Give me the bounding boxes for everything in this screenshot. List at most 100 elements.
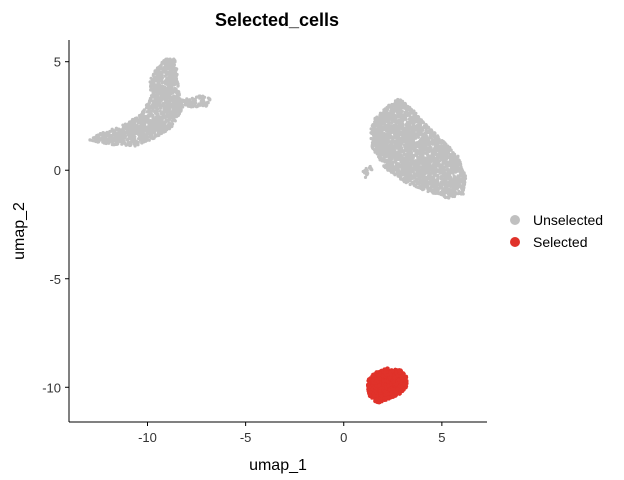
data-point (126, 133, 130, 137)
data-point (392, 102, 396, 107)
data-point (402, 387, 406, 391)
data-point (385, 124, 389, 128)
data-point (151, 115, 155, 119)
data-point (167, 85, 171, 89)
data-point (408, 119, 412, 123)
data-point (155, 71, 159, 75)
data-point (174, 67, 178, 71)
data-point (463, 175, 467, 179)
data-point (140, 131, 144, 135)
data-point (457, 176, 461, 180)
data-point (169, 73, 173, 77)
data-point (396, 144, 400, 148)
data-point (391, 113, 395, 117)
data-point (382, 153, 386, 157)
data-point (113, 130, 117, 134)
data-point (404, 160, 408, 164)
data-point (441, 139, 445, 144)
data-point (403, 113, 407, 117)
data-point (414, 150, 418, 154)
data-point (154, 119, 158, 123)
data-point (386, 118, 390, 122)
data-point (121, 123, 125, 127)
data-point (396, 102, 400, 106)
data-point (367, 382, 371, 386)
data-point (421, 146, 425, 150)
data-point (164, 96, 168, 100)
data-point (401, 102, 406, 107)
data-point (159, 112, 163, 116)
data-point (399, 136, 403, 140)
data-point (171, 97, 176, 101)
data-point (169, 115, 173, 119)
data-point (149, 133, 153, 137)
data-point (134, 140, 138, 145)
data-point (415, 142, 419, 146)
data-point (167, 122, 171, 126)
data-point (431, 150, 435, 154)
data-point (461, 178, 465, 182)
data-point (418, 151, 422, 155)
data-point (201, 95, 205, 99)
data-point (391, 107, 395, 111)
data-point (460, 170, 464, 175)
data-point (404, 105, 408, 109)
data-point (382, 139, 386, 144)
data-point (152, 124, 156, 128)
data-point (403, 166, 408, 170)
data-point (96, 133, 100, 137)
data-point (415, 120, 419, 124)
data-point (384, 373, 388, 377)
data-point (377, 148, 381, 152)
data-point (381, 157, 385, 161)
data-point (416, 124, 420, 128)
data-point (386, 140, 390, 144)
data-point (452, 190, 456, 194)
data-point (415, 116, 419, 120)
data-point (158, 64, 163, 68)
data-point (443, 195, 447, 199)
data-point (446, 180, 450, 184)
data-point (447, 189, 451, 193)
data-point (164, 71, 168, 76)
data-point (461, 192, 465, 196)
data-point (208, 97, 212, 101)
data-point (105, 133, 109, 137)
data-point (171, 122, 175, 126)
data-point (153, 126, 157, 130)
data-point (428, 172, 432, 176)
data-point (128, 143, 132, 148)
data-point (445, 146, 449, 150)
data-point (153, 96, 157, 100)
data-point (427, 126, 431, 130)
data-point (452, 174, 456, 178)
data-point (169, 65, 173, 69)
data-point (170, 119, 174, 123)
data-point (126, 141, 130, 145)
data-point (112, 139, 117, 143)
data-point (163, 129, 167, 134)
data-point (170, 85, 174, 89)
data-point (134, 129, 138, 133)
data-point (176, 91, 181, 95)
data-point (164, 99, 168, 103)
data-point (109, 134, 113, 138)
data-point (448, 175, 452, 179)
data-point (443, 156, 448, 160)
data-point (381, 145, 385, 150)
data-point (416, 185, 420, 189)
data-point (462, 182, 467, 187)
data-point (428, 142, 432, 146)
data-point (148, 119, 152, 124)
data-point (392, 169, 396, 173)
data-point (204, 104, 208, 108)
data-point (429, 155, 433, 159)
data-point (172, 100, 176, 104)
data-point (434, 185, 438, 189)
data-point (120, 142, 124, 146)
data-point (190, 103, 194, 107)
series-selected (366, 366, 409, 405)
data-point (196, 103, 200, 107)
data-point (389, 170, 393, 174)
data-point (383, 107, 387, 111)
